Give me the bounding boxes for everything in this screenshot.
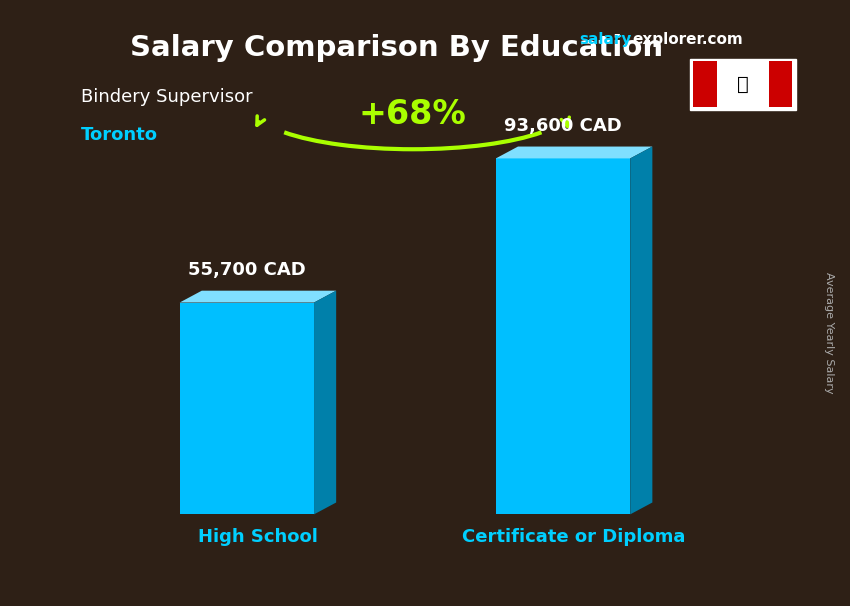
Text: Average Yearly Salary: Average Yearly Salary	[824, 273, 834, 394]
Text: salary: salary	[579, 32, 632, 47]
Text: Toronto: Toronto	[81, 126, 158, 144]
Text: Salary Comparison By Education: Salary Comparison By Education	[130, 35, 664, 62]
Polygon shape	[179, 291, 336, 302]
Polygon shape	[496, 147, 652, 158]
Polygon shape	[314, 291, 336, 514]
Polygon shape	[496, 158, 630, 514]
Text: Bindery Supervisor: Bindery Supervisor	[81, 88, 252, 106]
FancyBboxPatch shape	[694, 61, 717, 107]
Text: 55,700 CAD: 55,700 CAD	[188, 261, 306, 279]
FancyBboxPatch shape	[26, 18, 816, 558]
Text: High School: High School	[198, 528, 318, 546]
Polygon shape	[179, 302, 314, 514]
Text: +68%: +68%	[359, 98, 467, 131]
FancyBboxPatch shape	[768, 61, 792, 107]
Text: explorer.com: explorer.com	[632, 32, 744, 47]
Text: Certificate or Diploma: Certificate or Diploma	[462, 528, 686, 546]
FancyBboxPatch shape	[689, 59, 796, 110]
Text: 🍁: 🍁	[737, 75, 749, 93]
Polygon shape	[630, 147, 652, 514]
Text: 93,600 CAD: 93,600 CAD	[504, 117, 622, 135]
